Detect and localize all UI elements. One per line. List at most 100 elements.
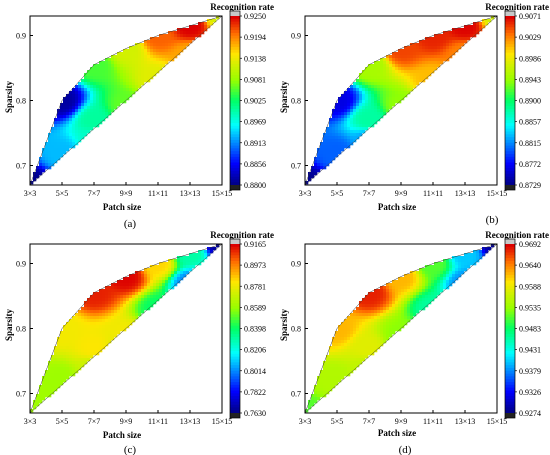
x-tick-label: 7×7 — [363, 189, 376, 198]
x-tick-label: 9×9 — [395, 189, 408, 198]
x-tick-label: 3×3 — [299, 417, 312, 426]
ylabel: Sparsity — [279, 309, 289, 342]
panel-caption: (c) — [124, 444, 137, 455]
x-tick-label: 3×3 — [24, 417, 37, 426]
colorbar-tick-label: 0.9081 — [244, 75, 266, 84]
x-tick-label: 7×7 — [88, 189, 101, 198]
colorbar-tick-label: 0.8857 — [519, 118, 541, 127]
colorbar-tick-label: 0.8913 — [244, 139, 266, 148]
data-point — [189, 54, 191, 56]
panel-a: Sparsity Patch size (a) Recognition rate… — [0, 0, 275, 230]
x-tick-label: 5×5 — [331, 189, 344, 198]
data-point — [368, 367, 370, 369]
colorbar-tick-label: 0.8398 — [244, 325, 266, 334]
colorbar-tick-label: 0.7630 — [244, 409, 266, 418]
x-tick-label: 11×11 — [148, 417, 168, 426]
y-tick-label: 0.9 — [16, 32, 26, 41]
y-tick-label: 0.9 — [291, 32, 301, 41]
colorbar-tick-label: 0.8815 — [519, 139, 541, 148]
y-tick-label: 0.8 — [16, 325, 26, 334]
ylabel: Sparsity — [279, 81, 289, 114]
data-point — [400, 334, 402, 336]
colorbar-tick-label: 0.8014 — [244, 367, 266, 376]
data-point — [189, 282, 191, 284]
contour-chart-d: Sparsity Patch size (d) Recognition rate… — [279, 230, 549, 455]
ylabel: Sparsity — [4, 81, 14, 114]
x-tick-label: 13×13 — [455, 417, 476, 426]
data-point — [400, 126, 402, 128]
colorbar-tick-label: 0.8856 — [244, 160, 266, 169]
colorbar-tick-label: 0.8729 — [519, 181, 541, 190]
ylabel: Sparsity — [4, 309, 14, 342]
colorbar-title: Recognition rate — [485, 2, 549, 12]
colorbar-tick-label: 0.9431 — [519, 346, 541, 355]
colorbar-tick-label: 0.9194 — [244, 33, 266, 42]
data-point — [157, 80, 159, 82]
xlabel: Patch size — [103, 430, 141, 440]
x-tick-label: 15×15 — [212, 417, 233, 426]
surface-outline — [29, 243, 223, 414]
x-tick-label: 15×15 — [487, 189, 508, 198]
panel-caption: (d) — [399, 444, 412, 455]
x-tick-label: 5×5 — [331, 417, 344, 426]
x-tick-label: 15×15 — [212, 189, 233, 198]
colorbar-tick-label: 0.8986 — [519, 54, 541, 63]
panel-c: Sparsity Patch size (c) Recognition rate… — [0, 228, 275, 455]
x-tick-label: 13×13 — [180, 417, 201, 426]
colorbar-tick-label: 0.9025 — [244, 97, 266, 106]
colorbar-tick-label: 0.9250 — [244, 12, 266, 21]
colorbar-tick-label: 0.9692 — [519, 240, 541, 249]
x-tick-label: 9×9 — [120, 189, 133, 198]
x-tick-label: 11×11 — [423, 189, 443, 198]
x-tick-label: 11×11 — [148, 189, 168, 198]
colorbar-tick-label: 0.8781 — [244, 282, 266, 291]
colorbar-tick-label: 0.9029 — [519, 33, 541, 42]
colorbar-tick-label: 0.9326 — [519, 388, 541, 397]
panel-d: Sparsity Patch size (d) Recognition rate… — [275, 228, 550, 455]
colorbar-tick-label: 0.8800 — [244, 181, 266, 190]
x-tick-label: 5×5 — [56, 417, 69, 426]
contour-chart-a: Sparsity Patch size (a) Recognition rate… — [4, 2, 274, 230]
data-point — [157, 308, 159, 310]
surface-outline — [29, 15, 223, 186]
surface-field — [305, 16, 495, 185]
y-tick-label: 0.7 — [16, 162, 26, 171]
colorbar — [504, 10, 516, 191]
data-point — [368, 139, 370, 141]
data-point — [400, 106, 402, 108]
contour-chart-b: Sparsity Patch size (b) Recognition rate… — [279, 2, 549, 226]
data-point — [125, 106, 127, 108]
colorbar-title: Recognition rate — [210, 2, 274, 12]
x-tick-label: 13×13 — [180, 189, 201, 198]
x-tick-label: 3×3 — [299, 189, 312, 198]
colorbar — [504, 238, 516, 419]
x-tick-label: 7×7 — [88, 417, 101, 426]
surface-outline — [304, 15, 498, 186]
colorbar-tick-label: 0.9588 — [519, 282, 541, 291]
data-point — [432, 308, 434, 310]
data-point — [93, 367, 95, 369]
x-tick-label: 11×11 — [423, 417, 443, 426]
y-tick-label: 0.8 — [291, 325, 301, 334]
colorbar-tick-label: 0.8943 — [519, 75, 541, 84]
colorbar-tick-label: 0.9379 — [519, 367, 541, 376]
y-tick-label: 0.7 — [291, 390, 301, 399]
x-tick-label: 9×9 — [120, 417, 133, 426]
colorbar-tick-label: 0.8206 — [244, 346, 266, 355]
x-tick-label: 5×5 — [56, 189, 69, 198]
colorbar-tick-label: 0.8900 — [519, 97, 541, 106]
data-point — [464, 282, 466, 284]
y-tick-label: 0.7 — [16, 390, 26, 399]
surface-field — [30, 244, 220, 413]
data-point — [432, 80, 434, 82]
surface-outline — [304, 243, 498, 414]
x-tick-label: 13×13 — [455, 189, 476, 198]
colorbar-tick-label: 0.9274 — [519, 409, 541, 418]
x-tick-label: 9×9 — [395, 417, 408, 426]
y-tick-label: 0.8 — [291, 97, 301, 106]
colorbar-tick-label: 0.7822 — [244, 388, 266, 397]
x-tick-label: 7×7 — [363, 417, 376, 426]
colorbar-tick-label: 0.9138 — [244, 54, 266, 63]
colorbar-title: Recognition rate — [485, 230, 549, 240]
data-point — [400, 354, 402, 356]
